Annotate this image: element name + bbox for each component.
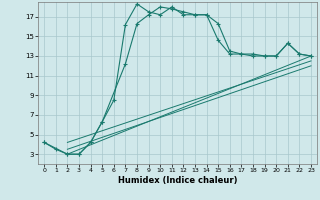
X-axis label: Humidex (Indice chaleur): Humidex (Indice chaleur)	[118, 176, 237, 185]
